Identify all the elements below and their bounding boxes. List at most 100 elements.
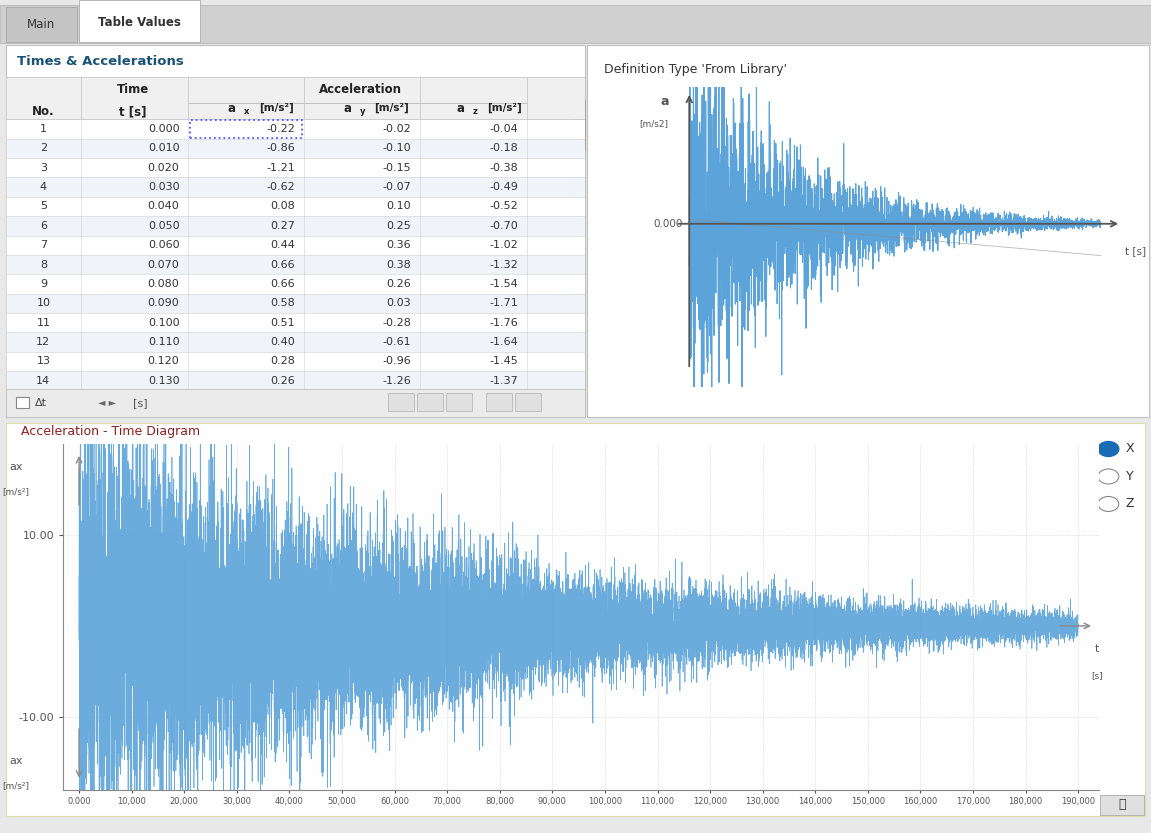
Text: -0.96: -0.96: [382, 357, 411, 367]
Text: -1.54: -1.54: [489, 279, 518, 289]
Text: 0.36: 0.36: [387, 240, 411, 250]
Text: -0.10: -0.10: [382, 143, 411, 153]
Text: -0.22: -0.22: [266, 124, 295, 134]
Text: 0.25: 0.25: [387, 221, 411, 231]
Bar: [6, 216, 585, 236]
Bar: [6, 332, 585, 352]
Text: -1.71: -1.71: [489, 298, 518, 308]
Text: 0.26: 0.26: [387, 279, 411, 289]
Text: ⎙: ⎙: [1119, 798, 1126, 811]
Text: -0.38: -0.38: [489, 162, 518, 172]
Text: 0.40: 0.40: [270, 337, 295, 347]
Text: a: a: [456, 102, 464, 115]
Bar: [6, 197, 585, 216]
Text: 0.44: 0.44: [270, 240, 295, 250]
Text: 0.58: 0.58: [270, 298, 295, 308]
Text: 0.130: 0.130: [147, 376, 180, 386]
Text: a: a: [228, 102, 236, 115]
Text: Δt: Δt: [35, 397, 47, 408]
Bar: [1100, 795, 1144, 815]
Bar: [190, 121, 302, 137]
Text: -1.64: -1.64: [489, 337, 518, 347]
Text: -1.02: -1.02: [489, 240, 518, 250]
Bar: [6, 274, 585, 294]
Text: -1.37: -1.37: [489, 376, 518, 386]
Text: X: X: [1126, 442, 1134, 456]
Text: Definition Type 'From Library': Definition Type 'From Library': [604, 62, 787, 76]
Text: 0.66: 0.66: [270, 279, 295, 289]
Text: 0.28: 0.28: [270, 357, 295, 367]
Bar: [573, 83, 585, 367]
Text: 5: 5: [40, 202, 47, 212]
Text: ax: ax: [9, 756, 23, 766]
Text: Times & Accelerations: Times & Accelerations: [17, 55, 184, 68]
Text: a: a: [343, 102, 351, 115]
Bar: [516, 393, 541, 411]
Text: Main: Main: [28, 17, 55, 31]
Text: 0.050: 0.050: [147, 221, 180, 231]
Text: 0.110: 0.110: [147, 337, 180, 347]
Text: z: z: [472, 107, 478, 116]
Text: 0.27: 0.27: [270, 221, 295, 231]
Text: y: y: [359, 107, 365, 116]
Bar: [6, 119, 585, 138]
Bar: [16, 397, 29, 408]
Bar: [0, 5, 1151, 43]
Text: 3: 3: [40, 162, 47, 172]
Bar: [6, 352, 585, 372]
Text: 0.040: 0.040: [147, 202, 180, 212]
Text: Table Values: Table Values: [98, 16, 181, 29]
Text: -0.18: -0.18: [489, 143, 518, 153]
Text: 0.10: 0.10: [387, 202, 411, 212]
Text: 0.060: 0.060: [147, 240, 180, 250]
Text: 0.000: 0.000: [147, 124, 180, 134]
Bar: [79, 0, 200, 42]
Text: 0.080: 0.080: [147, 279, 180, 289]
Text: -0.49: -0.49: [489, 182, 518, 192]
Text: 0.03: 0.03: [387, 298, 411, 308]
Bar: [6, 236, 585, 255]
Text: 11: 11: [37, 317, 51, 327]
Text: -1.21: -1.21: [267, 162, 295, 172]
Text: Acceleration: Acceleration: [319, 83, 403, 96]
Bar: [445, 393, 472, 411]
Bar: [6, 77, 585, 119]
Text: [m/s²]: [m/s²]: [2, 486, 30, 496]
Bar: [6, 313, 585, 332]
Text: -0.15: -0.15: [382, 162, 411, 172]
Text: -0.07: -0.07: [382, 182, 411, 192]
Bar: [6, 389, 585, 416]
Bar: [6, 255, 585, 274]
Text: 0.08: 0.08: [270, 202, 295, 212]
Bar: [6, 138, 585, 158]
Text: Time: Time: [117, 83, 150, 96]
Text: -1.26: -1.26: [382, 376, 411, 386]
Text: 0.010: 0.010: [147, 143, 180, 153]
Text: -0.62: -0.62: [267, 182, 295, 192]
Text: 6: 6: [40, 221, 47, 231]
Bar: [6, 294, 585, 313]
Text: 0.38: 0.38: [387, 260, 411, 270]
Bar: [486, 393, 512, 411]
Bar: [6, 77, 585, 119]
Bar: [6, 372, 585, 391]
Text: 10: 10: [37, 298, 51, 308]
Bar: [6, 7, 77, 42]
Bar: [573, 100, 585, 150]
Text: [m/s²]: [m/s²]: [2, 781, 30, 790]
Text: -1.45: -1.45: [489, 357, 518, 367]
Text: -0.28: -0.28: [382, 317, 411, 327]
Text: [m/s²]: [m/s²]: [259, 103, 294, 113]
Text: ax: ax: [9, 461, 23, 471]
Text: 4: 4: [40, 182, 47, 192]
Text: 9: 9: [40, 279, 47, 289]
Text: 0.51: 0.51: [270, 317, 295, 327]
Text: Z: Z: [1126, 497, 1134, 511]
Bar: [6, 158, 585, 177]
Bar: [417, 393, 443, 411]
Text: 0.020: 0.020: [147, 162, 180, 172]
Text: -0.61: -0.61: [382, 337, 411, 347]
Text: ◄ ►: ◄ ►: [98, 397, 116, 408]
Text: 0.070: 0.070: [147, 260, 180, 270]
Text: [m/s²]: [m/s²]: [487, 103, 523, 113]
